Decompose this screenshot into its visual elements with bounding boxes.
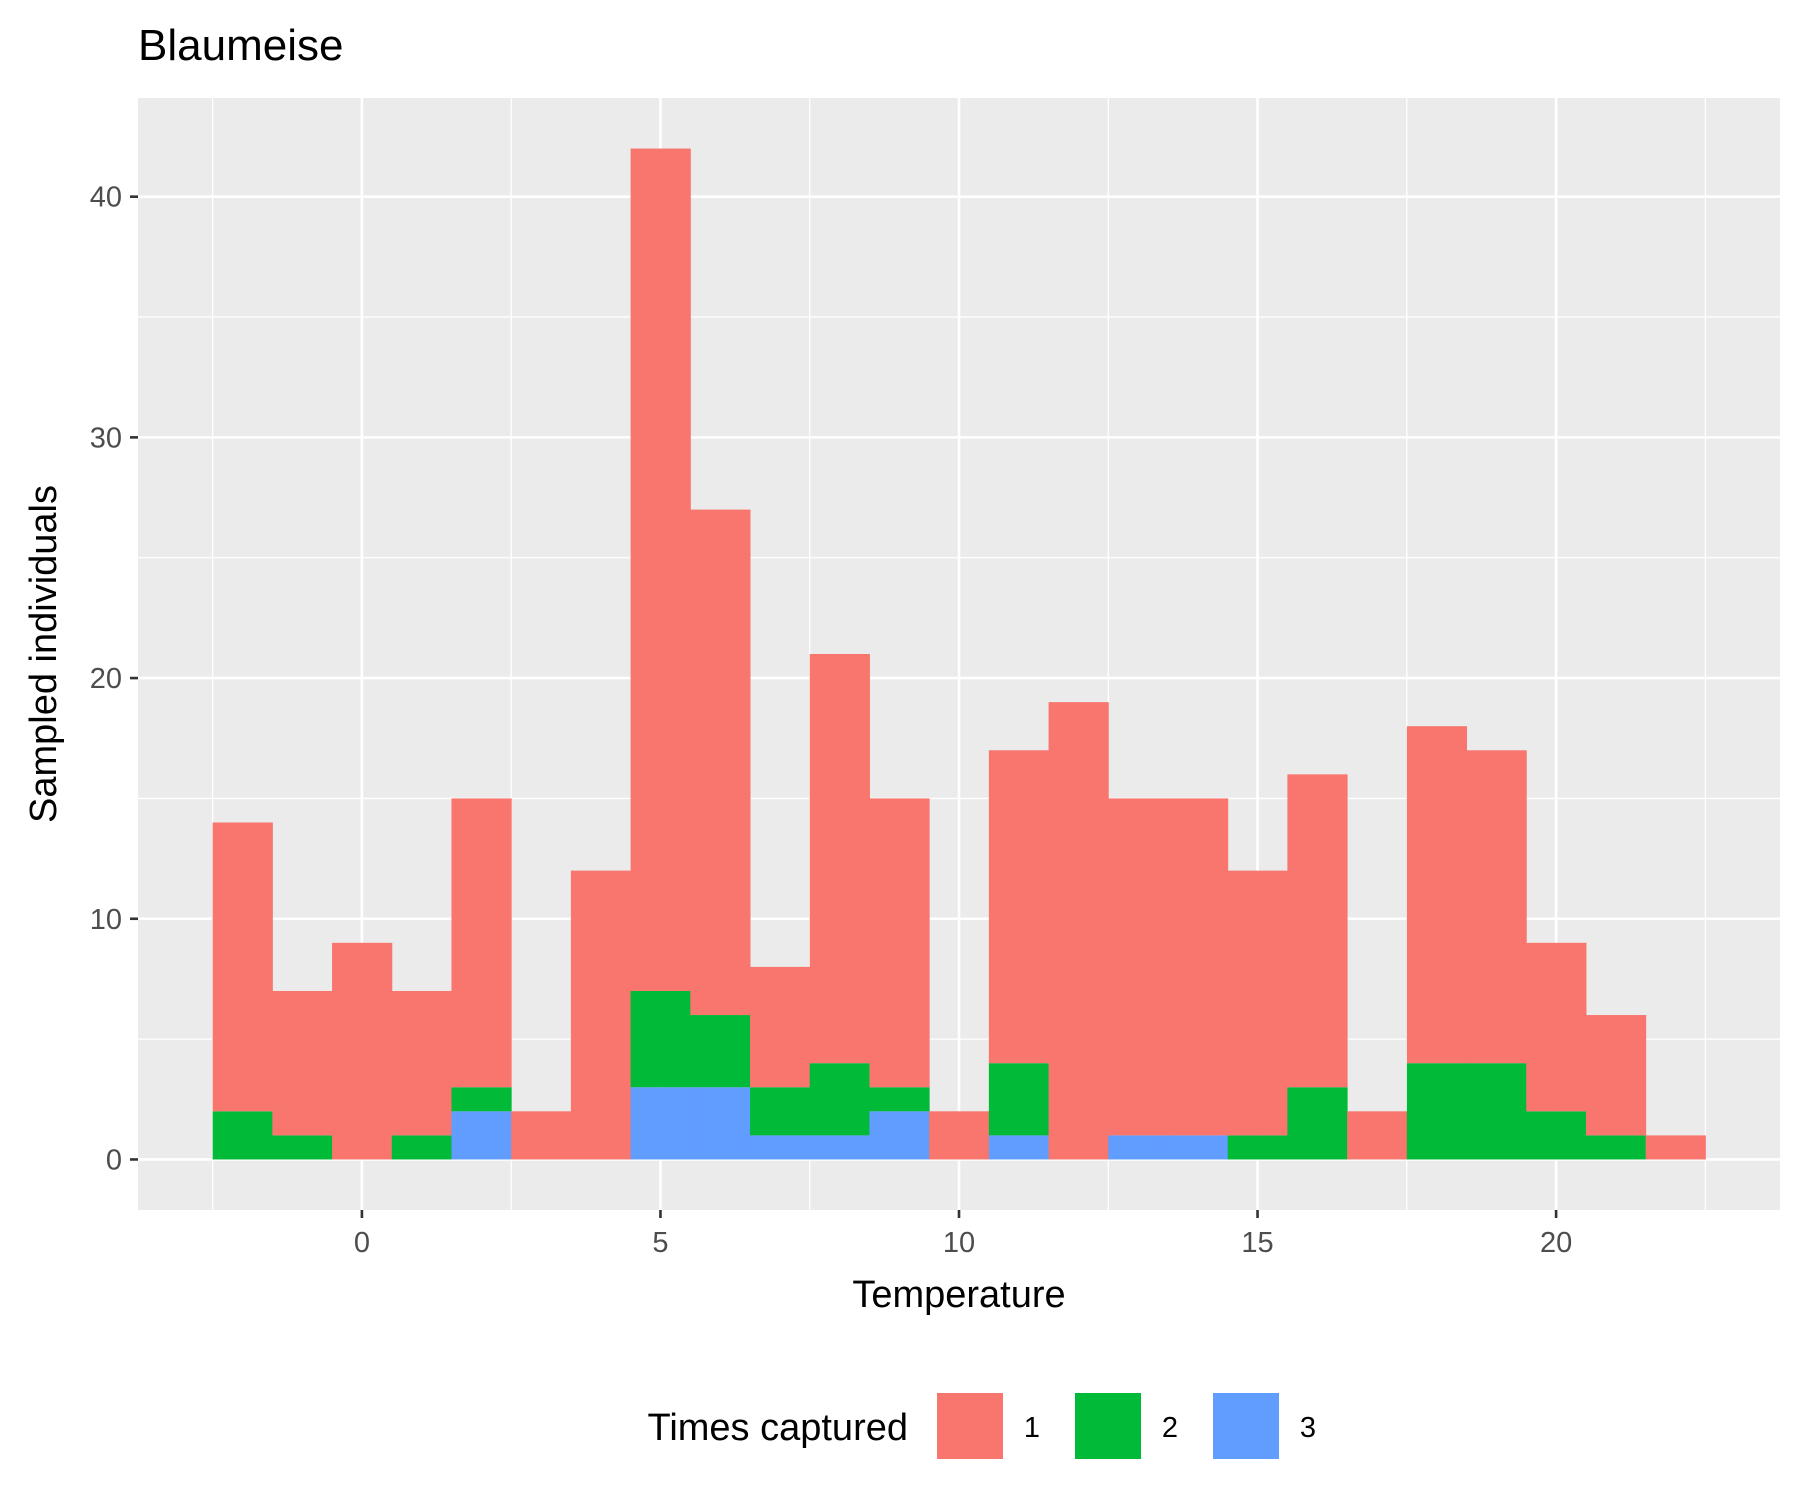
legend-key-2 [1075, 1393, 1141, 1459]
bar-series-1-bin-4 [451, 798, 512, 1088]
bar-series-1-bin-9 [750, 966, 811, 1088]
bar-series-3-bin-11 [869, 1111, 930, 1160]
bar-series-1-bin-6 [570, 870, 632, 1160]
bars [212, 148, 1706, 1160]
bar-series-1-bin-15 [1108, 798, 1169, 1136]
x-tick-label-2: 10 [943, 1227, 975, 1259]
bar-series-3-bin-8 [690, 1087, 751, 1160]
x-axis: 0 5 10 15 20 [354, 1210, 1572, 1259]
bar-series-1-bin-5 [511, 1111, 572, 1160]
y-tick-label-1: 10 [90, 904, 122, 936]
chart-title: Blaumeise [138, 21, 343, 70]
bar-series-3-bin-9 [750, 1135, 811, 1160]
bar-series-1-bin-8 [690, 509, 751, 1016]
bar-series-1-bin-1 [272, 990, 333, 1136]
bar-series-2-bin-1 [272, 1135, 333, 1160]
bar-series-2-bin-9 [750, 1087, 811, 1136]
bar-series-1-bin-12 [929, 1111, 990, 1160]
bar-series-1-bin-13 [988, 750, 1050, 1064]
bar-series-1-bin-22 [1526, 942, 1587, 1112]
bar-series-1-bin-17 [1227, 870, 1288, 1136]
bar-series-1-bin-20 [1406, 726, 1468, 1064]
bar-series-1-bin-3 [391, 990, 452, 1136]
bar-series-2-bin-20 [1406, 1063, 1468, 1160]
x-tick-label-1: 5 [652, 1227, 668, 1259]
legend: Times captured 1 2 3 [648, 1393, 1316, 1459]
x-tick-label-3: 15 [1241, 1227, 1273, 1259]
legend-label-1: 1 [1024, 1412, 1040, 1444]
bar-series-2-bin-8 [690, 1015, 751, 1088]
bar-series-2-bin-10 [809, 1063, 870, 1136]
legend-key-1 [937, 1393, 1003, 1459]
bar-series-1-bin-7 [630, 148, 691, 991]
bar-series-1-bin-23 [1585, 1015, 1647, 1136]
y-tick-label-4: 40 [90, 182, 122, 214]
y-axis-title: Sampled individuals [23, 485, 65, 823]
bar-series-2-bin-13 [988, 1063, 1050, 1136]
bar-series-1-bin-11 [869, 798, 930, 1088]
bar-series-1-bin-0 [212, 822, 273, 1112]
y-tick-label-2: 20 [90, 663, 122, 695]
bar-series-2-bin-7 [630, 990, 691, 1088]
bar-series-2-bin-11 [869, 1087, 930, 1112]
y-axis: 0 10 20 30 40 [90, 182, 138, 1176]
bar-series-2-bin-21 [1466, 1063, 1527, 1160]
bar-series-2-bin-4 [451, 1087, 512, 1112]
bar-series-1-bin-21 [1466, 750, 1527, 1064]
bar-series-3-bin-10 [809, 1135, 870, 1160]
bar-series-2-bin-17 [1227, 1135, 1288, 1160]
bar-series-1-bin-19 [1347, 1111, 1408, 1160]
bar-series-3-bin-15 [1108, 1135, 1169, 1160]
bar-series-2-bin-3 [391, 1135, 452, 1160]
bar-series-2-bin-0 [212, 1111, 273, 1160]
bar-series-3-bin-4 [451, 1111, 512, 1160]
x-axis-title: Temperature [852, 1274, 1065, 1316]
legend-label-2: 2 [1162, 1412, 1178, 1444]
bar-series-2-bin-18 [1287, 1087, 1348, 1160]
bar-series-1-bin-14 [1048, 702, 1109, 1160]
bar-series-3-bin-7 [630, 1087, 691, 1160]
legend-label-3: 3 [1300, 1412, 1316, 1444]
bar-series-1-bin-16 [1167, 798, 1229, 1136]
y-tick-label-3: 30 [90, 422, 122, 454]
bar-series-3-bin-13 [988, 1135, 1050, 1160]
x-tick-label-0: 0 [354, 1227, 370, 1259]
legend-title: Times captured [648, 1407, 908, 1449]
bar-series-1-bin-18 [1287, 774, 1348, 1088]
bar-series-2-bin-22 [1526, 1111, 1587, 1160]
bar-series-1-bin-2 [332, 942, 393, 1160]
x-tick-label-4: 20 [1540, 1227, 1572, 1259]
y-tick-label-0: 0 [106, 1144, 122, 1176]
bar-series-2-bin-23 [1585, 1135, 1647, 1160]
bar-series-3-bin-16 [1167, 1135, 1229, 1160]
legend-key-3 [1213, 1393, 1279, 1459]
bar-series-1-bin-10 [809, 654, 870, 1064]
bar-series-1-bin-24 [1645, 1135, 1706, 1160]
